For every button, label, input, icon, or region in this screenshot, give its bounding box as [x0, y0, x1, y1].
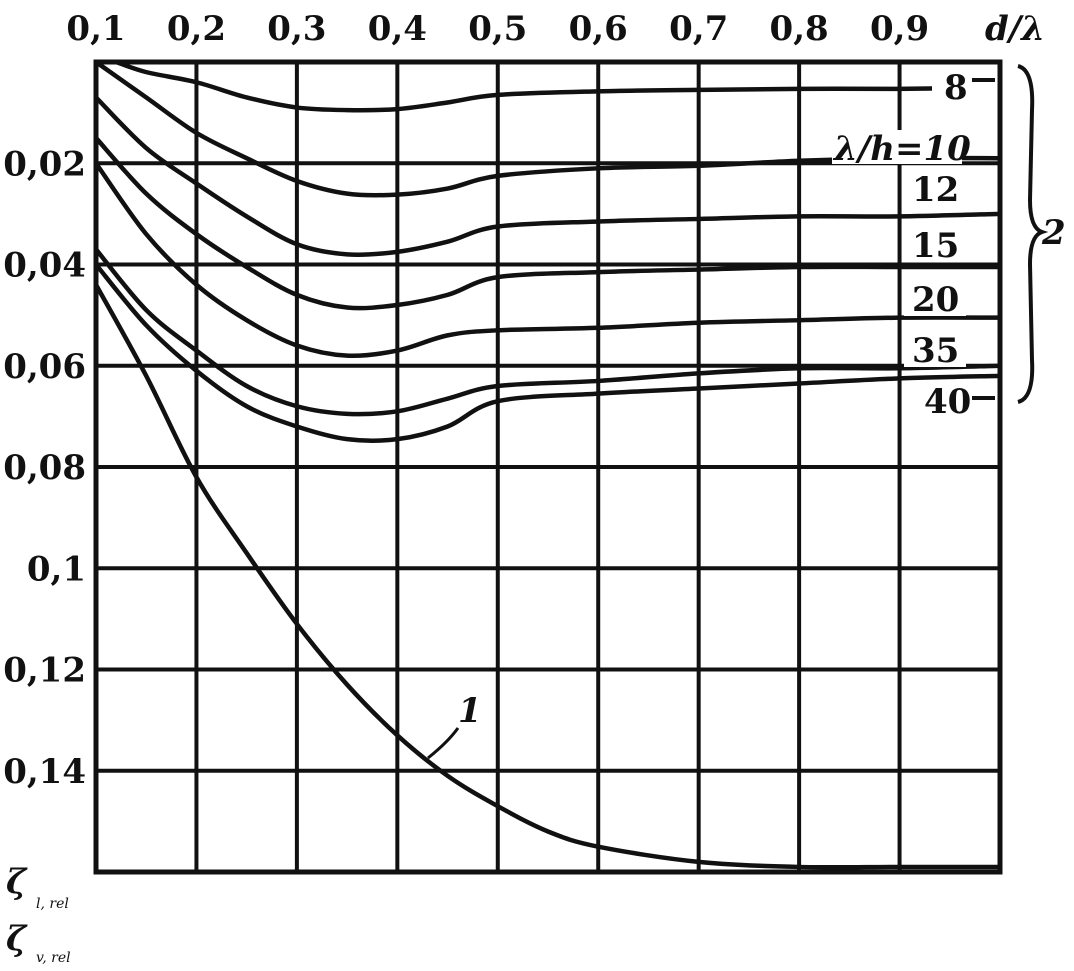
- x-tick-label: 0,1: [66, 9, 125, 49]
- group-label-2: 2: [1041, 213, 1066, 253]
- x-tick-label: 0,9: [870, 9, 929, 49]
- series-line-35: [93, 247, 1003, 417]
- curve-label-20: 20: [912, 280, 959, 320]
- series-line-8: [113, 59, 953, 113]
- y-tick-label: 0,1: [27, 549, 86, 589]
- curve-label-1: 1: [458, 691, 482, 731]
- y-tick-label: 0,08: [3, 448, 86, 488]
- curve-label-35: 35: [912, 331, 959, 371]
- svg-text:ζ: ζ: [6, 919, 28, 959]
- svg-text:ζ: ζ: [6, 862, 28, 902]
- tick-labels: 0,1 0,2 0,3 0,4 0,5 0,6 0,7 0,8 0,9 0,02 0,04 0,06 0…: [3, 9, 929, 792]
- series-line-15: [93, 135, 1003, 311]
- x-axis-label: d/λ: [985, 9, 1045, 49]
- x-tick-label: 0,8: [770, 9, 829, 49]
- svg-text:v, rel: v, rel: [36, 950, 71, 966]
- y-tick-label: 0,02: [3, 144, 86, 184]
- y-tick-label: 0,12: [3, 651, 86, 691]
- x-tick-label: 0,2: [167, 9, 226, 49]
- series-line-12: [93, 95, 1003, 258]
- svg-text:l, rel: l, rel: [36, 896, 69, 912]
- x-tick-label: 0,4: [368, 9, 427, 49]
- x-tick-label: 0,5: [468, 9, 527, 49]
- curve-label-12: 12: [912, 170, 959, 210]
- curve-label-8: 8: [944, 68, 968, 108]
- x-tick-label: 0,7: [669, 9, 728, 49]
- y-tick-label: 0,06: [3, 347, 86, 387]
- y-tick-label: 0,04: [3, 246, 86, 286]
- x-tick-label: 0,6: [569, 9, 628, 49]
- curve-1-leader: [427, 727, 460, 760]
- curve-label-lambda-h: λ/h=10: [832, 129, 971, 169]
- series-line-40: [93, 262, 1003, 443]
- curve-label-15: 15: [912, 226, 959, 266]
- y-tick-label: 0,14: [3, 752, 86, 792]
- plot-frame: [93, 59, 1003, 875]
- series-line-20: [93, 161, 1003, 359]
- x-tick-label: 0,3: [267, 9, 326, 49]
- group-brace: [1017, 64, 1049, 404]
- curves: [93, 59, 1003, 870]
- series-line-1: [93, 282, 1003, 870]
- curve-labels: 8 λ/h=10 12 15 20 35 40 1 2: [427, 64, 1066, 760]
- curve-label-40: 40: [924, 382, 971, 422]
- grid: [94, 62, 1002, 872]
- series-line-10: [93, 59, 1003, 198]
- y-axis-label: ζ l, rel ζ v, rel: [6, 862, 71, 966]
